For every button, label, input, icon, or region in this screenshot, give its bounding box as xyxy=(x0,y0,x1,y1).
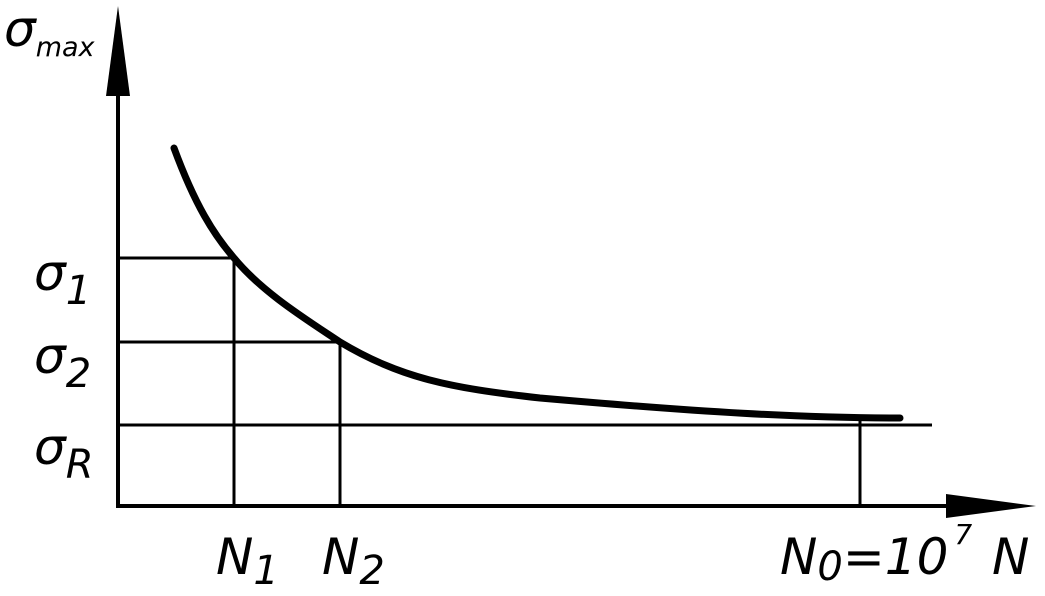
x-axis-arrowhead xyxy=(946,494,1036,518)
n0-exponent: 7 xyxy=(954,518,972,551)
sigma-r-label: σR xyxy=(34,418,94,488)
n0-equals-value: =10 xyxy=(843,528,949,586)
n2-label: N2 xyxy=(322,528,385,594)
sigma-2-subscript: 2 xyxy=(66,351,91,397)
n0-label: N0=10 7 xyxy=(780,518,972,590)
n1-symbol: N xyxy=(216,528,253,586)
fatigue-curve xyxy=(170,144,904,422)
n0-subscript: 0 xyxy=(817,544,842,590)
n1-subscript: 1 xyxy=(253,548,278,594)
n0-symbol: N xyxy=(780,528,817,586)
n2-subscript: 2 xyxy=(359,548,384,594)
sigma-r-symbol: σ xyxy=(34,418,67,476)
sigma-2-symbol: σ xyxy=(34,327,67,385)
sigma-2-label: σ2 xyxy=(34,327,91,397)
y-axis-arrowhead xyxy=(106,6,130,96)
sigma-1-symbol: σ xyxy=(34,244,67,302)
n1-label: N1 xyxy=(216,528,279,594)
sigma-1-label: σ1 xyxy=(34,244,91,314)
y-axis-subscript: max xyxy=(36,32,96,63)
sigma-1-subscript: 1 xyxy=(66,268,91,314)
x-axis-label: N xyxy=(992,528,1029,586)
y-axis-symbol: σ xyxy=(4,0,37,58)
sigma-r-subscript: R xyxy=(66,442,94,488)
n2-symbol: N xyxy=(322,528,359,586)
axes xyxy=(116,60,980,508)
reference-lines xyxy=(118,256,932,506)
y-axis-label: σmax xyxy=(4,0,96,63)
